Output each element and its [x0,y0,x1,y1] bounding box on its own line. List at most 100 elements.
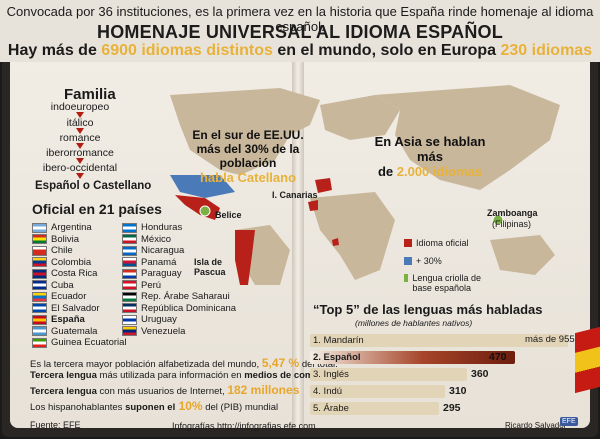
flag-icon [32,314,47,325]
top5-subtitle: (millones de hablantes nativos) [355,318,473,328]
top5-bar-label: 4. Indú [313,386,343,397]
stat3-highlight: 182 millones [227,383,300,397]
family-result: Español o Castellano [35,180,152,192]
family-item: romance [59,132,101,144]
country-item: República Dominicana [122,303,236,314]
country-name: Cuba [51,279,74,291]
country-name: Panamá [141,256,177,268]
family-item: itálico [66,117,94,129]
country-item: El Salvador [32,303,100,314]
flag-icon [122,326,137,336]
country-item: Nicaragua [122,245,184,256]
top5-title: “Top 5” de las lenguas más habladas [313,302,543,317]
country-name: Uruguay [141,314,177,325]
country-name: Honduras [141,222,183,233]
country-name: Colombia [51,256,92,268]
flag-icon [32,291,47,302]
family-arrow-icon [76,128,84,134]
zamboanga-label: Zamboanga [487,208,538,218]
top5-bar-value: más de 955 [525,334,575,345]
south-america-spanish-shape [235,230,255,285]
mexico-shape [175,195,220,220]
flag-icon [122,234,137,244]
stat2-bold2: medios de comunicación. [244,370,361,381]
country-item: Uruguay [122,314,177,325]
stat2-bold: Tercera lengua [30,370,97,381]
flag-icon [32,280,47,290]
country-name: España [51,314,85,325]
top5-bar [310,402,439,415]
legend-oficial: Idioma oficial [404,238,469,248]
africa-shape [310,192,395,280]
world-map-svg [170,85,560,285]
top5-bar-label: 5. Árabe [313,403,349,414]
country-name: Ecuador [51,291,87,302]
family-arrow-icon [76,112,84,118]
flag-icon [32,245,47,256]
usa-south-shape [170,175,235,198]
stat-line-4: Los hispanohablantes suponen el 10% del … [30,399,278,413]
country-name: Perú [141,279,162,291]
flag-icon [32,303,47,313]
country-item: Cuba [32,280,74,291]
top5-bar-value: 470 [489,351,507,363]
country-name: Costa Rica [51,268,98,279]
top5-bar [310,334,568,347]
spain-flag-ribbon [575,326,600,394]
stat4-pre: Los hispanohablantes [30,402,126,413]
flag-icon [32,337,47,348]
country-name: República Dominicana [141,302,237,314]
asia-shape [375,85,560,190]
flag-icon [32,234,47,244]
legend-oficial-swatch [404,239,412,247]
header-subtitle: Convocada por 36 instituciones, es la pr… [6,4,594,34]
flag-icon [32,326,47,336]
flag-icon [32,268,47,279]
flag-icon [122,245,137,256]
top5-bar-value: 360 [471,368,489,380]
efe-badge: EFE [560,417,578,426]
book-spine [292,58,304,428]
country-name: Chile [51,245,73,256]
country-item: Venezuela [122,326,185,337]
footer-source: Fuente: EFE [30,420,81,430]
headline-hl2: 230 idiomas [500,42,593,59]
asia-note: En Asia se hablan más de 2.000 idiomas [360,134,500,179]
flag-icon [122,314,137,325]
country-name: Argentina [51,222,92,233]
belice-label: Belice [215,210,242,220]
country-item: Ecuador [32,291,86,302]
footer-web: Infografías http://infografias.efe.com [172,421,316,431]
country-item: Colombia [32,257,91,268]
sahara-shape [308,200,318,211]
usa-note-highlight: habla Catellano [199,170,297,185]
country-name: México [141,233,172,245]
headline-mid: en el mundo, solo en Europa [272,42,501,59]
stat-line-2: Tercera lengua más utilizada para inform… [30,370,360,381]
filipinas-label: (Filipinas) [492,219,532,229]
usa-note: En el sur de EE.UU. más del 30% de la po… [178,128,318,185]
country-name: Guinea Ecuatorial [51,337,127,348]
stat3-mid: con más usuarios de Internet, [96,386,228,397]
country-name: Paraguay [141,268,182,279]
eq-guinea-shape [332,238,339,246]
legend-criolla: Lengua criolla de base española [404,273,484,293]
country-name: Rep. Árabe Saharaui [141,291,230,302]
country-item: Guatemala [32,326,97,337]
headline: Hay más de 6900 idiomas distintos en el … [0,42,600,60]
header-band [0,0,600,62]
country-name: Nicaragua [141,245,185,256]
country-item: Guinea Ecuatorial [32,337,127,348]
top5-bar-label: 2. Español [313,352,361,363]
legend-oficial-label: Idioma oficial [416,238,469,248]
top5-bar-value: 295 [443,402,461,414]
family-arrow-icon [76,158,84,164]
flag-icon [122,222,137,233]
usa-note-line1: En el sur de EE.UU. [192,128,304,142]
headline-pre: Hay más de [7,42,102,59]
country-item: Honduras [122,222,182,233]
stat1-post: del total. [299,359,338,370]
flag-icon [122,257,137,267]
stat2-mid: más utilizada para información en [96,370,245,381]
